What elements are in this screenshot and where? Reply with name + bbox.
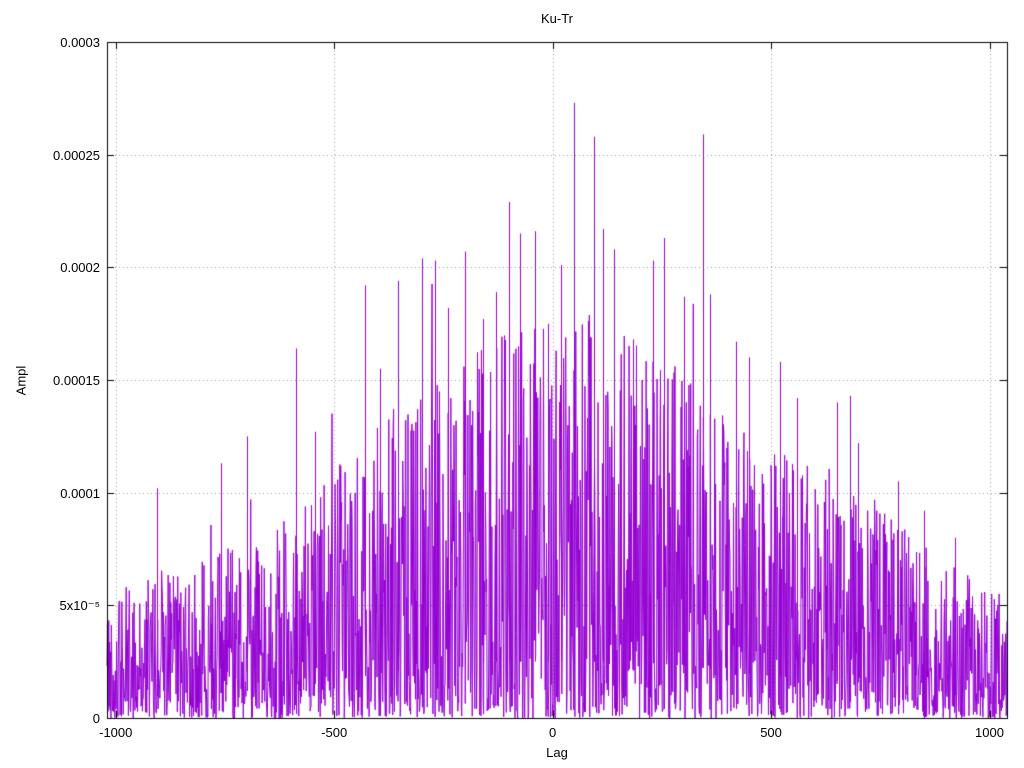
x-tick-label: 500 bbox=[760, 725, 782, 740]
x-tick-label: -500 bbox=[321, 725, 348, 740]
y-tick-label: 0.0002 bbox=[60, 260, 100, 276]
x-tick-label: -1000 bbox=[99, 725, 133, 740]
y-tick-label: 0.00025 bbox=[53, 147, 100, 163]
y-tick-label: 0.00015 bbox=[53, 373, 100, 388]
chart-title: Ku-Tr bbox=[540, 11, 574, 26]
y-tick-label: 0.0001 bbox=[60, 485, 100, 501]
x-tick-label: 0 bbox=[549, 725, 557, 740]
y-tick-label: 0.0003 bbox=[60, 35, 100, 50]
x-tick-label: 1000 bbox=[975, 725, 1004, 740]
y-tick-label: 0 bbox=[92, 711, 100, 726]
x-axis-label: Lag bbox=[546, 745, 568, 760]
y-tick-label: 5x10⁻⁵ bbox=[59, 598, 100, 614]
